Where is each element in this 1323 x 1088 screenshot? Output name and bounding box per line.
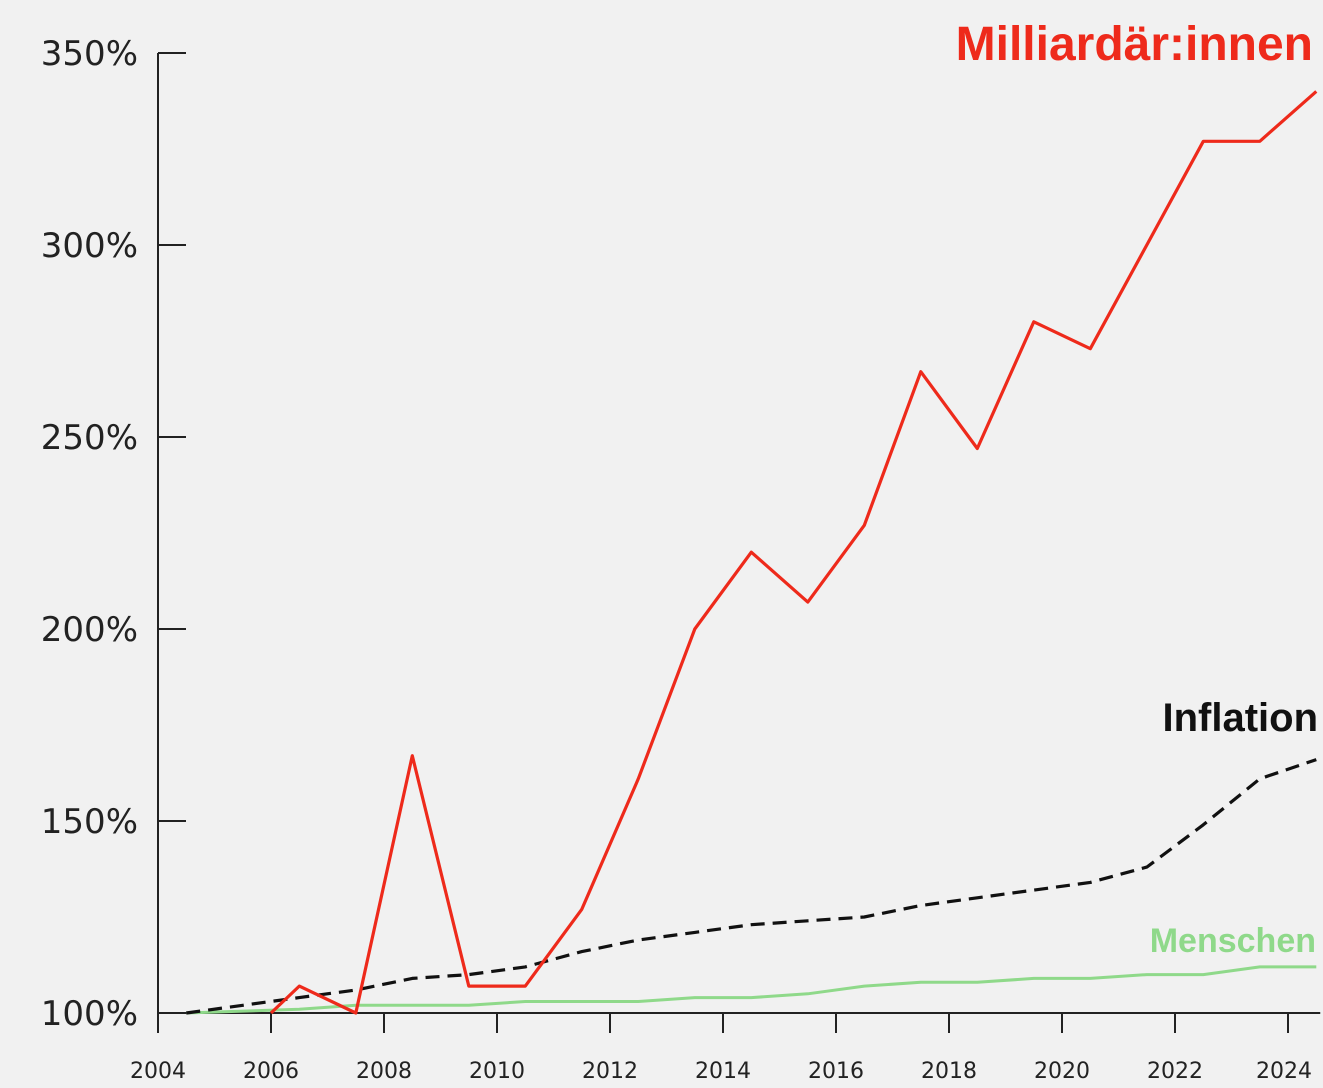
billionaires-line: [269, 90, 1318, 1015]
y-tick-label: 300%: [41, 226, 138, 266]
x-tick-label: 2016: [808, 1059, 864, 1084]
x-tick-label: 2014: [695, 1059, 751, 1084]
label-billionaires: Milliardär:innen: [956, 18, 1313, 71]
x-tick-label: 2008: [356, 1059, 412, 1084]
x-tick-label: 2020: [1034, 1059, 1090, 1084]
label-people: Menschen: [1150, 922, 1316, 960]
axes: [157, 53, 1321, 1014]
people-line: [186, 965, 1317, 1015]
x-tick-label: 2024: [1256, 1059, 1312, 1084]
y-tick-label: 350%: [41, 34, 138, 74]
inflation-line: [186, 758, 1317, 1015]
series-lines: [186, 90, 1318, 1015]
y-tick-label: 250%: [41, 418, 138, 458]
x-tick-label: 2006: [243, 1059, 299, 1084]
y-tick-label: 100%: [41, 994, 138, 1034]
x-tick-label: 2010: [469, 1059, 525, 1084]
y-tick-label: 200%: [41, 610, 138, 650]
x-tick-label: 2022: [1147, 1059, 1203, 1084]
series-labels: Milliardär:innen Inflation Menschen: [956, 18, 1318, 960]
label-inflation: Inflation: [1162, 696, 1318, 740]
x-tick-label: 2004: [130, 1059, 186, 1084]
x-tick-label: 2012: [582, 1059, 638, 1084]
y-tick-label: 150%: [41, 802, 138, 842]
x-axis-ticks: 2004 2006 2008 2010 2012 2014 2016 2018 2020 2022…: [130, 1013, 1312, 1084]
x-tick-label: 2018: [921, 1059, 977, 1084]
y-axis-ticks: 100% 150% 200% 250% 300% 350%: [41, 34, 186, 1034]
